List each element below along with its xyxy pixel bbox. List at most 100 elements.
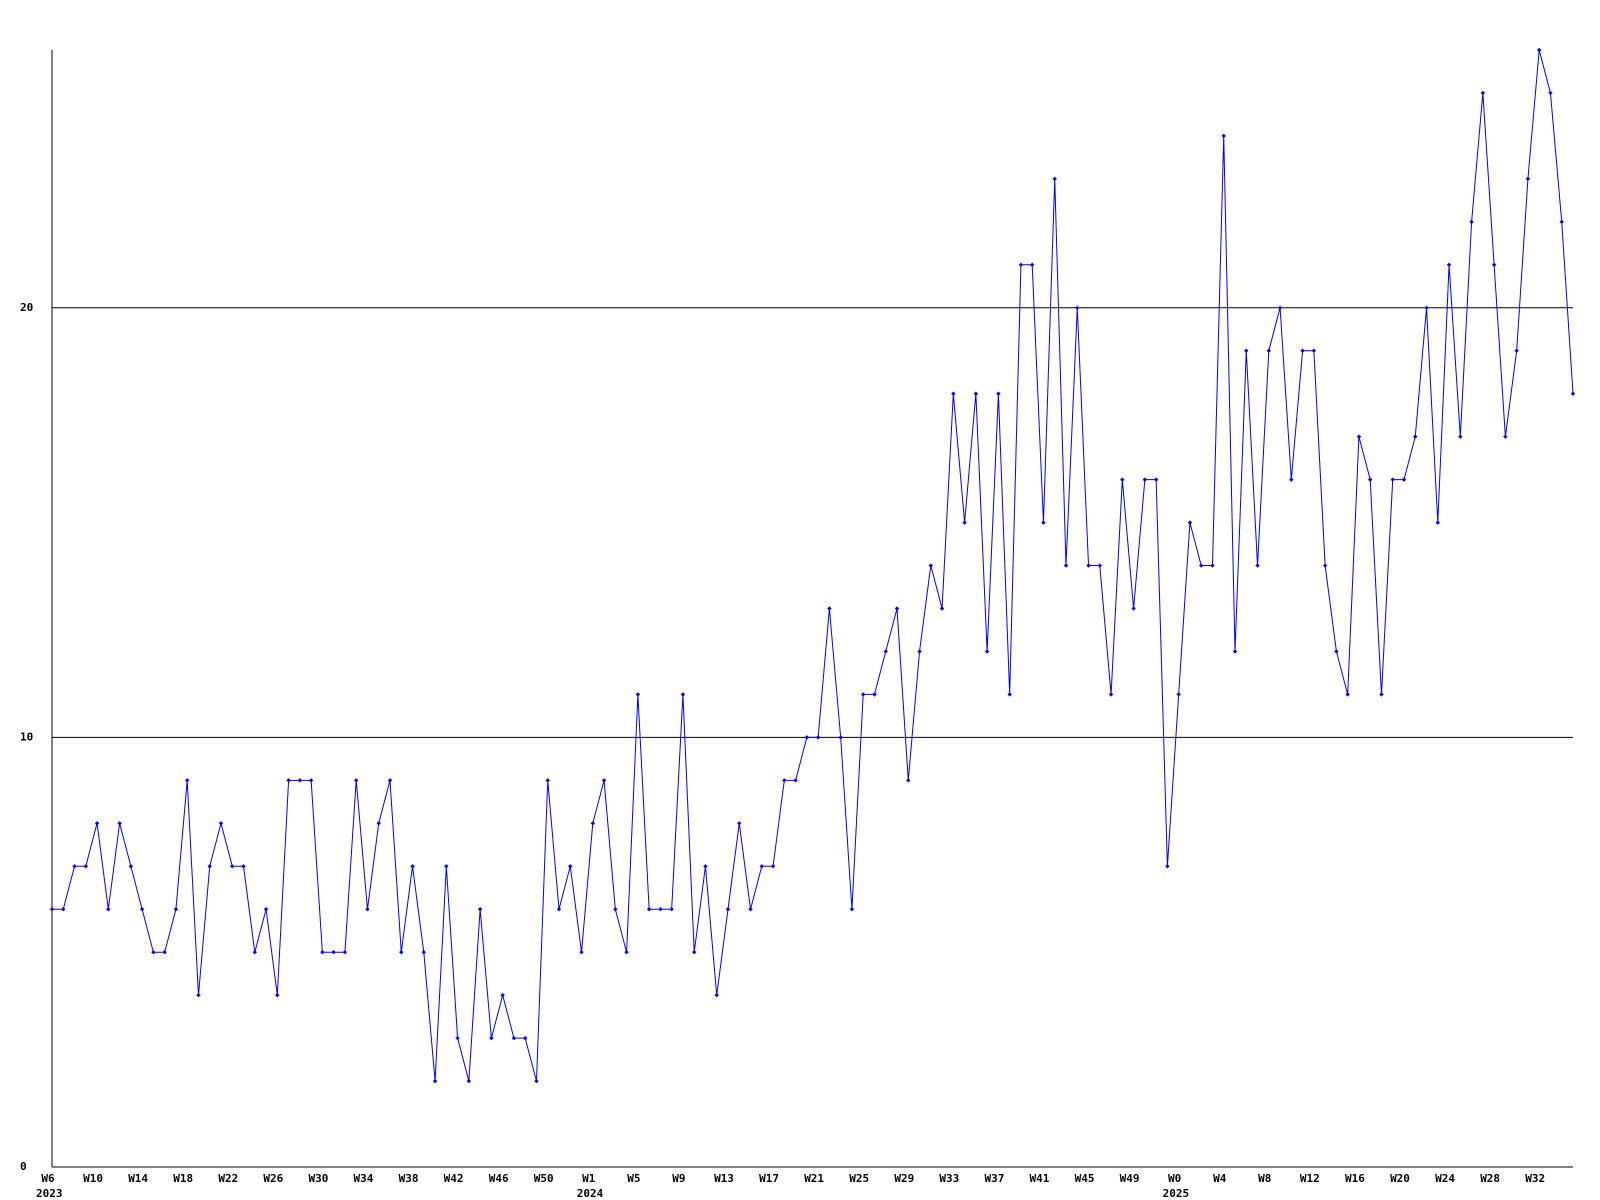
- marker: [534, 1078, 539, 1084]
- marker: [861, 692, 866, 697]
- marker: [1142, 477, 1148, 482]
- marker: [714, 992, 719, 998]
- x-tick-label: W17: [759, 1172, 779, 1185]
- marker: [241, 864, 246, 869]
- marker: [1199, 563, 1204, 568]
- marker: [1322, 563, 1328, 568]
- marker: [793, 778, 798, 783]
- marker: [365, 907, 370, 912]
- marker: [996, 391, 1001, 396]
- marker: [624, 949, 629, 955]
- x-tick-label: W28: [1480, 1172, 1500, 1185]
- marker: [601, 778, 607, 783]
- marker: [1052, 176, 1057, 182]
- marker: [1041, 520, 1046, 525]
- marker: [196, 992, 201, 998]
- marker: [759, 864, 764, 869]
- x-tick-label: W25: [849, 1172, 869, 1185]
- marker: [737, 821, 742, 826]
- marker: [1503, 434, 1508, 439]
- marker: [939, 606, 945, 611]
- marker: [1018, 262, 1024, 268]
- marker: [1514, 348, 1519, 353]
- marker: [83, 864, 88, 869]
- x-tick-label: W22: [218, 1172, 238, 1185]
- marker: [106, 907, 111, 912]
- marker: [1063, 563, 1069, 568]
- marker: [1537, 47, 1542, 53]
- marker: [579, 949, 584, 955]
- marker: [1131, 606, 1136, 611]
- marker: [207, 864, 212, 869]
- marker: [804, 735, 810, 740]
- marker: [1435, 520, 1440, 525]
- marker: [613, 907, 618, 912]
- x-tick-label: W41: [1030, 1172, 1050, 1185]
- marker: [1525, 176, 1531, 182]
- marker: [320, 949, 325, 955]
- marker: [500, 992, 505, 998]
- marker: [1244, 348, 1249, 353]
- marker: [72, 864, 77, 869]
- marker: [984, 649, 990, 654]
- marker: [1232, 649, 1238, 654]
- marker: [511, 1035, 517, 1041]
- marker: [297, 778, 303, 783]
- marker: [1289, 477, 1294, 482]
- x-tick-label: W1: [582, 1172, 596, 1185]
- x-year-label: 2024: [577, 1187, 604, 1200]
- x-tick-label: W50: [534, 1172, 554, 1185]
- marker: [477, 907, 483, 912]
- marker: [218, 821, 224, 826]
- x-tick-label: W12: [1300, 1172, 1320, 1185]
- x-tick-label: W32: [1525, 1172, 1545, 1185]
- marker: [230, 864, 235, 869]
- marker: [421, 949, 426, 955]
- marker: [635, 692, 641, 697]
- marker: [185, 778, 190, 783]
- marker: [545, 778, 550, 783]
- marker: [455, 1035, 460, 1041]
- x-tick-label: W20: [1390, 1172, 1410, 1185]
- marker: [1153, 477, 1159, 482]
- x-tick-label: W29: [894, 1172, 914, 1185]
- x-tick-label: W6: [41, 1172, 55, 1185]
- marker: [94, 821, 100, 826]
- marker: [1097, 563, 1102, 568]
- marker: [1480, 90, 1486, 96]
- marker: [556, 907, 562, 912]
- marker: [1334, 649, 1339, 654]
- x-tick-label: W21: [804, 1172, 824, 1185]
- marker: [466, 1078, 472, 1084]
- marker: [568, 864, 573, 869]
- x-tick-label: W4: [1213, 1172, 1227, 1185]
- marker: [872, 692, 877, 697]
- marker: [1469, 219, 1474, 225]
- marker: [399, 949, 404, 955]
- marker: [680, 692, 686, 697]
- marker: [770, 864, 776, 869]
- marker: [815, 735, 821, 740]
- marker: [951, 391, 956, 396]
- x-tick-label: W37: [984, 1172, 1004, 1185]
- marker: [973, 391, 979, 396]
- marker: [1345, 692, 1350, 697]
- marker: [1086, 563, 1091, 568]
- marker: [308, 778, 314, 783]
- marker: [590, 821, 595, 826]
- marker: [128, 864, 134, 869]
- marker: [1075, 305, 1080, 310]
- marker: [263, 907, 269, 912]
- marker: [703, 864, 708, 869]
- marker: [1458, 434, 1463, 439]
- marker: [838, 735, 843, 740]
- marker: [1548, 90, 1553, 96]
- y-tick-label: 20: [20, 301, 33, 314]
- x-tick-label: W14: [128, 1172, 148, 1185]
- marker: [1570, 391, 1576, 396]
- x-tick-label: W10: [83, 1172, 103, 1185]
- x-year-label: 2025: [1163, 1187, 1190, 1200]
- x-tick-label: W38: [399, 1172, 419, 1185]
- marker: [331, 949, 336, 955]
- x-tick-label: W8: [1258, 1172, 1271, 1185]
